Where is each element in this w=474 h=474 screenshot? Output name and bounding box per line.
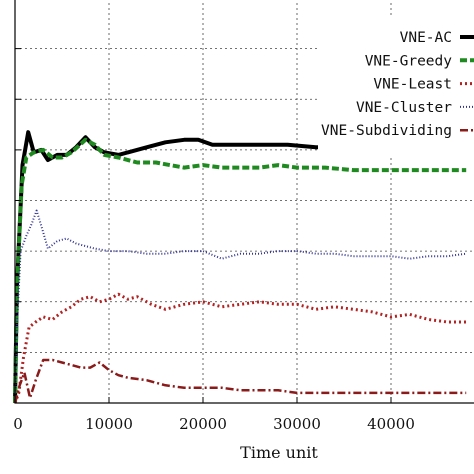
x-tick-label: 10000: [85, 415, 133, 433]
legend-label: VNE-Least: [373, 77, 452, 93]
series-line-vne-cluster: [14, 209, 467, 404]
series-line-vne-greedy: [13, 137, 467, 404]
series-lines: [13, 130, 467, 404]
legend-label: VNE-Cluster: [356, 100, 452, 116]
x-tick-label: 0: [13, 415, 23, 433]
series-line-vne-least: [13, 292, 467, 404]
x-tick-label: 30000: [273, 415, 321, 433]
legend-background: [318, 18, 474, 158]
legend-label: VNE-Greedy: [365, 53, 453, 69]
series-line-vne-ac: [13, 130, 467, 404]
x-axis-label: Time unit: [240, 443, 318, 462]
legend: VNE-AC VNE-Greedy VNE-Least VNE-Cluster VNE-…: [318, 18, 474, 158]
legend-label: VNE-AC: [400, 30, 452, 46]
x-tick-label: 20000: [179, 415, 227, 433]
axis-ticks: 0 10000 20000 30000 40000: [13, 48, 415, 433]
x-tick-label: 40000: [367, 415, 415, 433]
series-line-vne-subdividing: [13, 358, 467, 404]
legend-label: VNE-Subdividing: [321, 123, 452, 139]
